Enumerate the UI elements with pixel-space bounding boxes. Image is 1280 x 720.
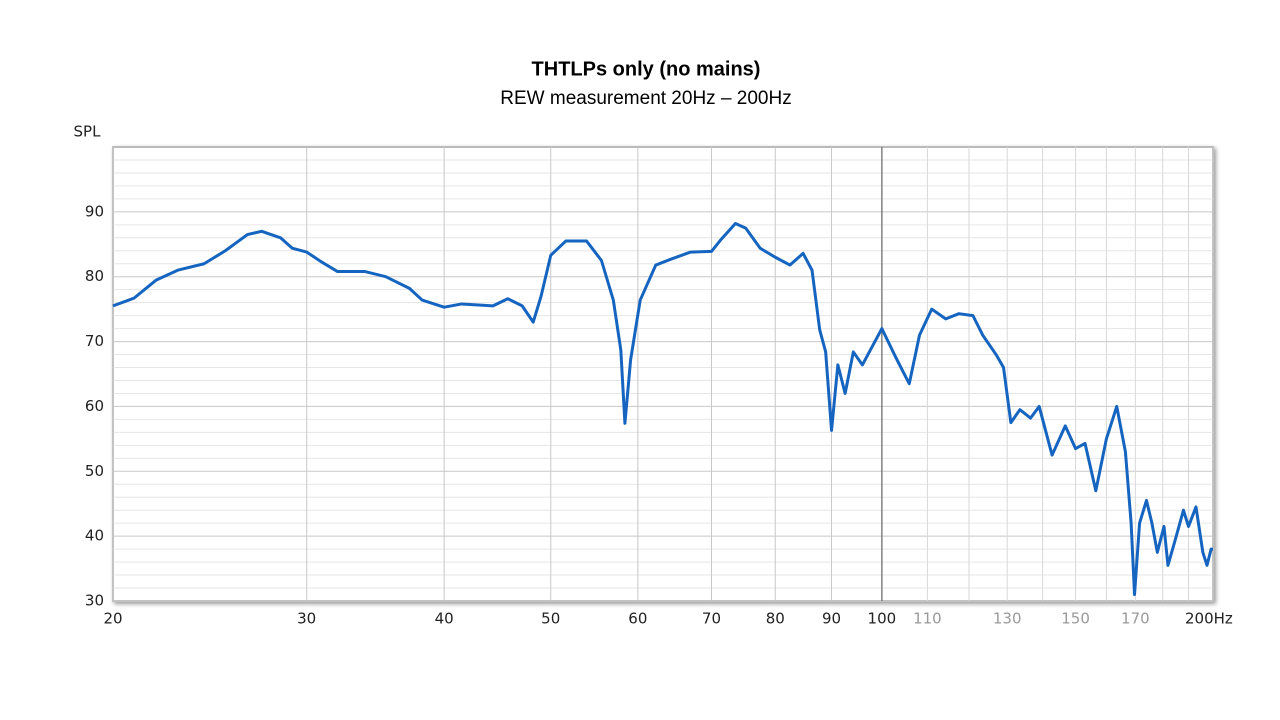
x-tick-label: 40 <box>435 610 454 628</box>
x-tick-label: 100 <box>868 610 897 628</box>
x-tick-label: 50 <box>541 610 560 628</box>
y-axis-label: SPL <box>74 123 102 141</box>
x-tick-label: 80 <box>766 610 785 628</box>
y-tick-label: 40 <box>85 527 104 545</box>
y-tick-label: 50 <box>85 462 104 480</box>
x-tick-label-secondary: 130 <box>993 610 1022 628</box>
y-tick-label: 30 <box>85 592 104 610</box>
x-tick-label: 60 <box>628 610 647 628</box>
x-tick-label: 90 <box>822 610 841 628</box>
x-tick-label-secondary: 150 <box>1061 610 1090 628</box>
spl-curve <box>112 222 1213 597</box>
y-tick-label: 90 <box>85 202 104 220</box>
x-tick-label: 200Hz <box>1185 610 1233 628</box>
plot-area <box>112 146 1214 602</box>
y-tick-label: 70 <box>85 332 104 350</box>
y-tick-label: 60 <box>85 397 104 415</box>
chart-subtitle: REW measurement 20Hz – 200Hz <box>500 88 791 109</box>
y-tick-label: 80 <box>85 267 104 285</box>
x-tick-label-secondary: 170 <box>1121 610 1150 628</box>
x-tick-label: 30 <box>297 610 316 628</box>
x-tick-label-secondary: 110 <box>913 610 942 628</box>
chart-title: THTLPs only (no mains) <box>532 58 761 80</box>
x-tick-label: 20 <box>103 610 122 628</box>
x-tick-label: 70 <box>702 610 721 628</box>
